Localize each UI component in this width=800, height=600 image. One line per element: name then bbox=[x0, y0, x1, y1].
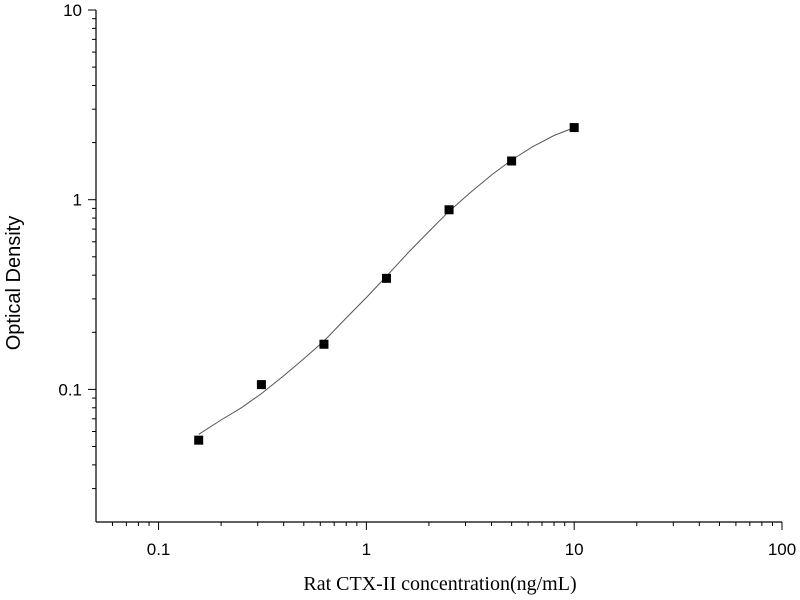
x-axis: 0.1 1 10 100 bbox=[111, 522, 796, 559]
y-axis: 0.1 1 10 bbox=[58, 1, 96, 490]
data-point bbox=[319, 339, 329, 349]
data-points-layer bbox=[194, 123, 579, 445]
y-axis-title: Optical Density bbox=[3, 216, 25, 351]
x-axis-title: Rat CTX-II concentration(ng/mL) bbox=[303, 573, 576, 595]
data-point bbox=[194, 435, 204, 445]
data-point bbox=[569, 123, 579, 133]
x-tick-label: 100 bbox=[768, 540, 796, 559]
data-point bbox=[382, 273, 392, 283]
data-point bbox=[444, 205, 454, 215]
y-tick-label: 0.1 bbox=[58, 380, 82, 399]
y-tick-label: 1 bbox=[73, 191, 82, 210]
x-tick-label: 0.1 bbox=[147, 540, 171, 559]
y-tick-label: 10 bbox=[63, 1, 82, 20]
x-tick-label: 1 bbox=[362, 540, 371, 559]
data-point bbox=[507, 156, 517, 166]
x-tick-label: 10 bbox=[565, 540, 584, 559]
data-point bbox=[256, 380, 266, 390]
plot-frame bbox=[95, 10, 782, 523]
